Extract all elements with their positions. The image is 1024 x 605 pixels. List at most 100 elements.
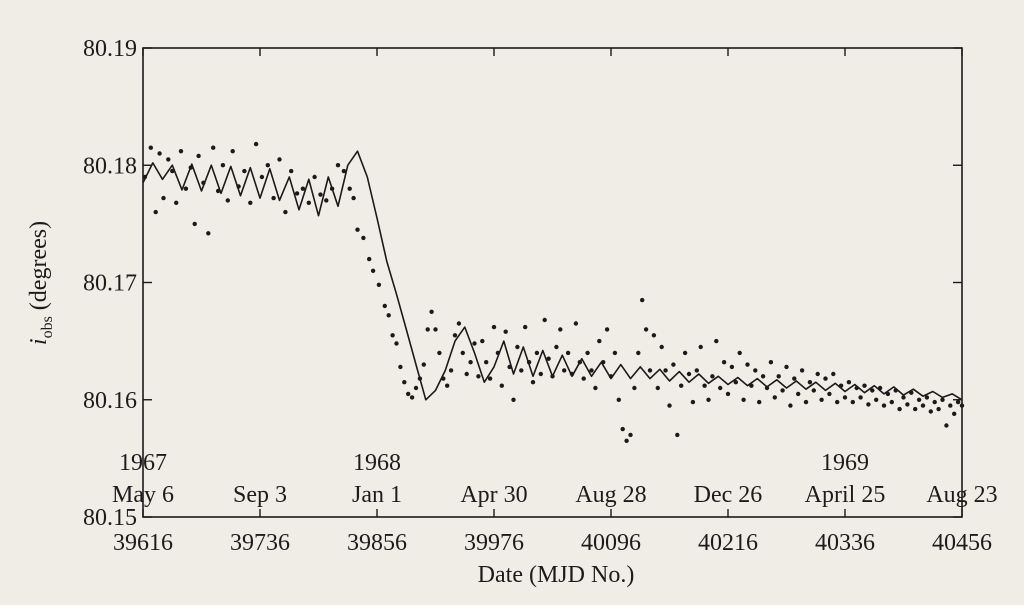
x-tick-label-date: Aug 28 — [575, 482, 646, 508]
x-tick-label-date: April 25 — [805, 482, 886, 508]
observation-point — [515, 344, 520, 350]
observation-point — [569, 371, 575, 377]
observation-point — [913, 406, 918, 412]
observation-point — [659, 344, 664, 350]
observation-point — [581, 376, 586, 381]
x-tick-label-date: Dec 26 — [694, 482, 763, 508]
observation-point — [948, 403, 953, 408]
observation-point — [799, 368, 805, 373]
observation-point — [858, 395, 863, 400]
observation-point — [819, 397, 824, 402]
observation-point — [550, 374, 555, 379]
observation-point — [901, 395, 906, 400]
observation-point — [491, 324, 497, 330]
observation-point — [341, 168, 347, 174]
observation-point — [417, 376, 423, 381]
observation-point — [667, 403, 672, 408]
observation-point — [643, 327, 649, 332]
observation-point — [248, 200, 253, 205]
observation-point — [554, 344, 559, 350]
observation-point — [480, 338, 485, 344]
observation-point — [636, 350, 641, 356]
observation-point — [655, 385, 660, 391]
observation-point — [242, 168, 247, 174]
fit-curve-layer — [142, 150, 963, 401]
x-year-label: 1969 — [821, 450, 869, 476]
observation-point — [741, 397, 746, 402]
observation-point — [889, 399, 894, 405]
observation-point — [161, 195, 166, 201]
observation-point — [376, 282, 382, 287]
observation-point — [367, 256, 372, 262]
observation-point — [157, 151, 162, 156]
observation-point — [815, 371, 820, 377]
y-axis-title: iobs (degrees) — [26, 221, 56, 345]
x-tick-label-mjd: 39736 — [230, 530, 290, 556]
observation-point — [796, 391, 801, 397]
observation-point — [640, 297, 645, 303]
y-tick-label: 80.15 — [83, 505, 137, 531]
observation-point — [928, 409, 933, 414]
observation-point — [409, 395, 415, 400]
observation-point — [835, 399, 840, 405]
y-axis-title-subscript: obs — [39, 316, 56, 338]
observation-point — [608, 374, 614, 379]
observation-point — [870, 388, 875, 393]
observation-point — [562, 368, 567, 373]
observation-point — [862, 383, 867, 388]
observation-point — [265, 163, 270, 168]
observation-point — [170, 168, 175, 174]
observation-point — [456, 321, 462, 326]
observation-point — [698, 344, 703, 350]
observation-point — [183, 186, 189, 191]
observation-point — [534, 350, 540, 356]
observation-point — [476, 374, 481, 379]
observation-point — [952, 411, 957, 416]
observation-point — [959, 403, 965, 408]
observation-point — [823, 376, 828, 381]
observation-point — [526, 360, 532, 365]
observation-point — [725, 391, 731, 397]
observation-point — [448, 368, 454, 373]
x-tick-label-date: Apr 30 — [460, 482, 527, 508]
observation-point — [300, 186, 306, 191]
observation-point — [174, 200, 179, 205]
observation-point — [558, 327, 563, 332]
observation-point — [604, 327, 610, 332]
observation-point — [429, 309, 434, 314]
observation-point — [846, 380, 852, 385]
x-tick-label-mjd: 40216 — [698, 530, 758, 556]
observation-point — [601, 360, 606, 365]
observation-point — [647, 368, 653, 373]
observation-point — [413, 385, 419, 391]
observation-point — [679, 383, 684, 388]
observation-point — [955, 399, 961, 405]
observation-point — [729, 364, 735, 370]
observation-point — [225, 198, 230, 203]
observation-point — [394, 341, 399, 346]
observation-point — [628, 432, 633, 438]
observation-point — [694, 368, 699, 373]
x-year-label: 1968 — [353, 450, 401, 476]
observation-point — [597, 338, 602, 344]
observation-point — [924, 395, 930, 400]
observations-layer — [142, 141, 965, 443]
observation-point — [757, 399, 762, 405]
observation-point — [807, 380, 813, 385]
observation-point — [612, 350, 618, 356]
observation-point — [538, 371, 543, 377]
x-tick-label-date: Jan 1 — [352, 482, 402, 508]
observation-point — [616, 397, 621, 402]
observation-point — [390, 333, 395, 338]
observation-point — [760, 374, 766, 379]
observation-point — [753, 368, 758, 373]
observation-point — [324, 198, 329, 203]
observation-point — [651, 333, 657, 338]
observation-point — [507, 364, 512, 370]
observation-point — [620, 426, 625, 432]
observation-point — [854, 385, 859, 391]
observation-point — [874, 397, 879, 402]
x-tick-label-date: May 6 — [112, 482, 174, 508]
x-axis-title: Date (MJD No.) — [478, 562, 635, 588]
observation-point — [484, 360, 489, 365]
